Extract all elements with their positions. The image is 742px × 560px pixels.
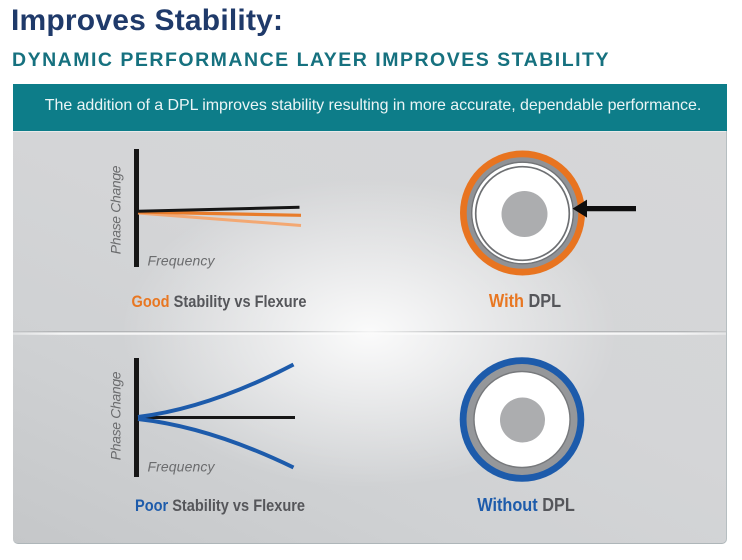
svg-text:Phase Change: Phase Change <box>108 371 124 460</box>
svg-text:Frequency: Frequency <box>148 253 216 269</box>
svg-text:Phase Change: Phase Change <box>108 165 124 254</box>
svg-text:Frequency: Frequency <box>148 459 216 475</box>
